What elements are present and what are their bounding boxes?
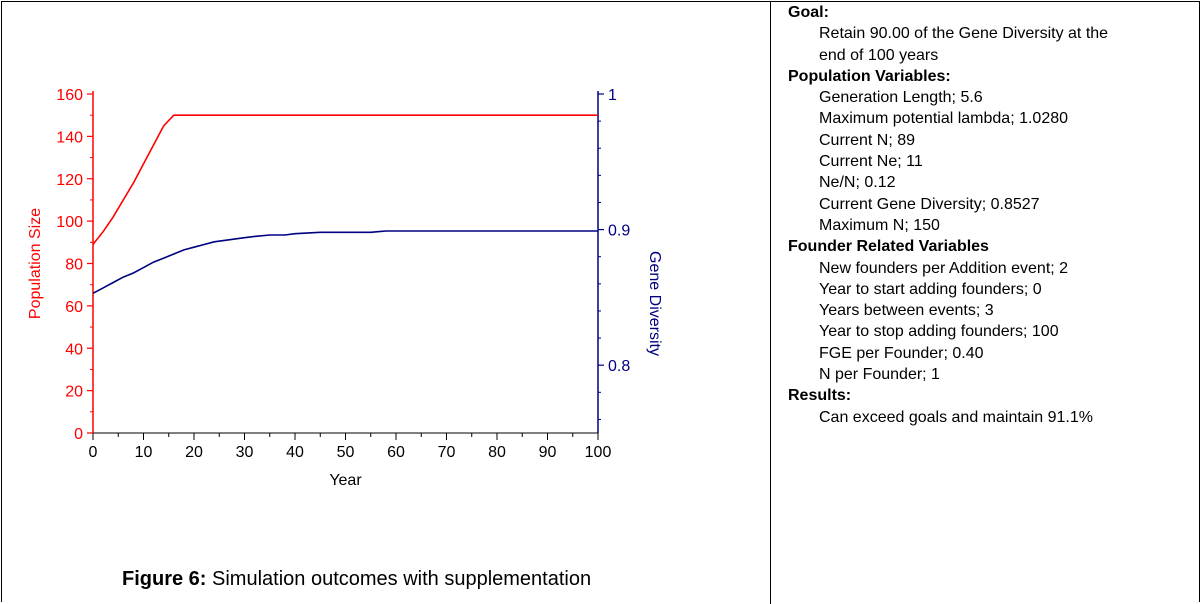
founder-item: Year to start adding founders; 0 xyxy=(819,280,1042,298)
founder-item: N per Founder; 1 xyxy=(819,366,940,384)
pop-item: Current Ne; 11 xyxy=(819,153,923,171)
x-tick-label: 40 xyxy=(286,444,304,461)
right-tick-label: 0.8 xyxy=(608,358,630,375)
x-tick-label: 80 xyxy=(488,444,506,461)
gene-diversity-line xyxy=(92,230,598,295)
right-tick-label: 0.9 xyxy=(608,223,630,240)
x-tick-label: 90 xyxy=(539,444,557,461)
left-tick-label: 20 xyxy=(65,384,83,401)
pop-item: Maximum N; 150 xyxy=(819,216,940,234)
goal-line-2: end of 100 years xyxy=(819,46,939,64)
right-axis-title: Gene Diversity xyxy=(646,251,663,356)
x-tick-label: 10 xyxy=(135,444,153,461)
left-tick-label: 0 xyxy=(74,426,83,443)
left-tick-label: 160 xyxy=(56,87,83,104)
left-tick-label: 80 xyxy=(65,257,83,274)
left-tick-label: 40 xyxy=(65,341,83,358)
goal-line-1: Retain 90.00 of the Gene Diversity at th… xyxy=(819,25,1109,43)
x-tick-label: 100 xyxy=(585,444,612,461)
x-tick-label: 20 xyxy=(185,444,203,461)
population-size-line xyxy=(92,114,598,245)
caption-label: Figure 6: xyxy=(122,568,207,590)
simulation-chart: 0 10 20 30 40 50 60 70 80 90 100 Year 0 20 40 60 80 100 12… xyxy=(27,87,663,489)
panel-divider xyxy=(770,1,771,604)
x-tick-label: 50 xyxy=(337,444,355,461)
left-axis-title: Population Size xyxy=(27,208,44,319)
founder-variables-heading: Founder Related Variables xyxy=(788,238,989,256)
results-line: Can exceed goals and maintain 91.1% xyxy=(819,408,1093,426)
pop-item: Generation Length; 5.6 xyxy=(819,89,983,107)
pop-item: Maximum potential lambda; 1.0280 xyxy=(819,110,1069,128)
figure-caption: Figure 6: Simulation outcomes with suppl… xyxy=(122,568,591,591)
x-tick-label: 30 xyxy=(236,444,254,461)
goal-heading: Goal: xyxy=(788,4,829,21)
founder-item: New founders per Addition event; 2 xyxy=(819,259,1069,277)
left-tick-label: 120 xyxy=(56,172,83,189)
x-axis-title: Year xyxy=(329,472,362,489)
founder-item: FGE per Founder; 0.40 xyxy=(819,344,984,362)
right-tick-label: 1 xyxy=(608,87,617,104)
info-panel: Goal: Retain 90.00 of the Gene Diversity… xyxy=(788,2,1198,428)
left-tick-label: 140 xyxy=(56,129,83,146)
pop-item: Current Gene Diversity; 0.8527 xyxy=(819,195,1040,213)
x-tick-label: 60 xyxy=(387,444,405,461)
left-tick-label: 60 xyxy=(65,299,83,316)
caption-text: Simulation outcomes with supplementation xyxy=(206,568,592,590)
population-variables-heading: Population Variables: xyxy=(788,67,951,85)
left-tick-label: 100 xyxy=(56,214,83,231)
results-heading: Results: xyxy=(788,387,852,405)
founder-item: Year to stop adding founders; 100 xyxy=(819,323,1059,341)
x-tick-label: 70 xyxy=(438,444,456,461)
founder-item: Years between events; 3 xyxy=(819,302,994,320)
x-tick-label: 0 xyxy=(89,444,98,461)
pop-item: Ne/N; 0.12 xyxy=(819,174,896,192)
pop-item: Current N; 89 xyxy=(819,131,916,149)
